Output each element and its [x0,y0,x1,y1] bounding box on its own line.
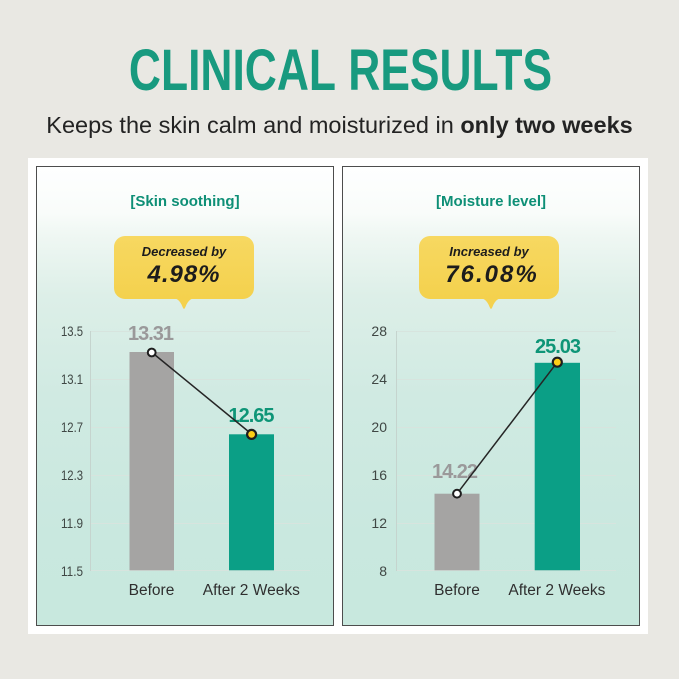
svg-text:25.03: 25.03 [535,336,581,358]
svg-text:24: 24 [371,371,387,387]
svg-text:14.22: 14.22 [432,461,478,483]
svg-text:11.9: 11.9 [61,515,83,531]
svg-text:After 2 Weeks: After 2 Weeks [508,582,605,599]
svg-text:12.3: 12.3 [61,467,83,483]
svg-text:13.1: 13.1 [61,371,83,387]
svg-text:13.5: 13.5 [61,323,83,339]
svg-text:Before: Before [434,582,480,599]
svg-text:20: 20 [371,419,387,435]
svg-text:11.5: 11.5 [61,563,83,579]
svg-text:16: 16 [371,467,387,483]
svg-text:12.65: 12.65 [228,405,274,427]
svg-text:After 2 Weeks: After 2 Weeks [203,582,300,599]
svg-text:12: 12 [371,515,387,531]
svg-text:8: 8 [379,563,387,579]
svg-text:13.31: 13.31 [128,323,174,345]
svg-text:28: 28 [371,323,387,339]
svg-text:Before: Before [129,582,175,599]
svg-text:12.7: 12.7 [61,419,83,435]
